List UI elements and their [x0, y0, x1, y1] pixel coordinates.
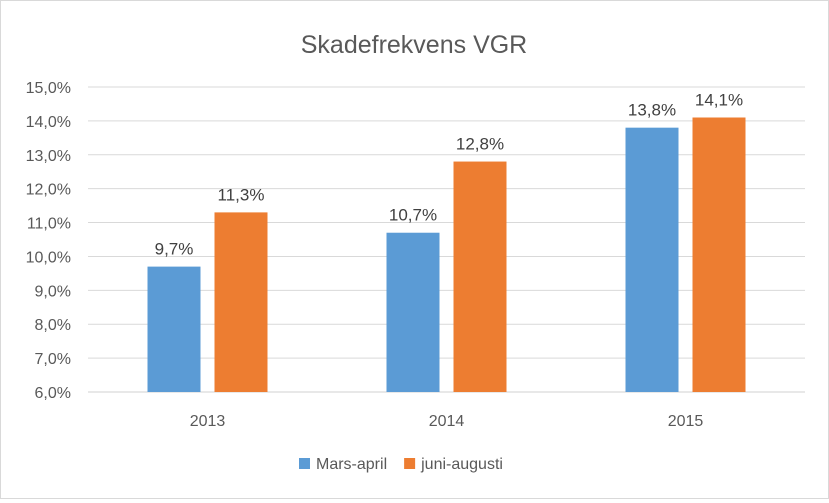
- bar-juni-augusti-2015: [692, 117, 746, 392]
- bar-mars-april-2015: [625, 127, 679, 393]
- bars: [147, 117, 746, 393]
- legend: Mars-april juni-augusti: [299, 456, 503, 473]
- x-axis-tick-labels: 2013 2014 2015: [190, 413, 704, 430]
- bar-mars-april-2013: [147, 266, 201, 392]
- y-tick-label: 7,0%: [35, 351, 71, 368]
- legend-swatch: [404, 458, 416, 469]
- legend-swatch: [299, 458, 310, 469]
- y-tick-label: 12,0%: [26, 182, 71, 199]
- y-tick-label: 10,0%: [26, 249, 71, 266]
- legend-label: juni-augusti: [420, 456, 503, 473]
- data-label: 13,8%: [628, 101, 676, 120]
- chart-title: Skadefrekvens VGR: [301, 31, 528, 59]
- legend-label: Mars-april: [316, 456, 387, 473]
- data-label: 12,8%: [456, 135, 504, 154]
- x-tick-label: 2015: [668, 413, 704, 430]
- data-label: 10,7%: [389, 206, 437, 225]
- data-labels: 9,7% 11,3% 10,7% 12,8% 13,8% 14,1%: [155, 91, 743, 259]
- y-tick-label: 11,0%: [27, 216, 71, 233]
- y-tick-label: 9,0%: [35, 283, 71, 300]
- y-tick-label: 8,0%: [35, 317, 71, 334]
- bar-juni-augusti-2013: [214, 212, 268, 392]
- y-tick-label: 15,0%: [26, 80, 71, 97]
- bar-juni-augusti-2014: [453, 161, 507, 392]
- bar-mars-april-2014: [386, 232, 440, 392]
- y-axis-tick-labels: 6,0% 7,0% 8,0% 9,0% 10,0% 11,0% 12,0% 13,0% 14,0…: [26, 80, 71, 402]
- data-label: 14,1%: [695, 91, 743, 110]
- y-tick-label: 14,0%: [26, 114, 71, 131]
- y-tick-label: 13,0%: [26, 148, 71, 165]
- gridlines: [88, 86, 805, 393]
- y-tick-label: 6,0%: [35, 385, 71, 402]
- data-label: 11,3%: [218, 185, 265, 204]
- x-tick-label: 2013: [190, 413, 226, 430]
- x-tick-label: 2014: [429, 413, 465, 430]
- data-label: 9,7%: [155, 240, 194, 259]
